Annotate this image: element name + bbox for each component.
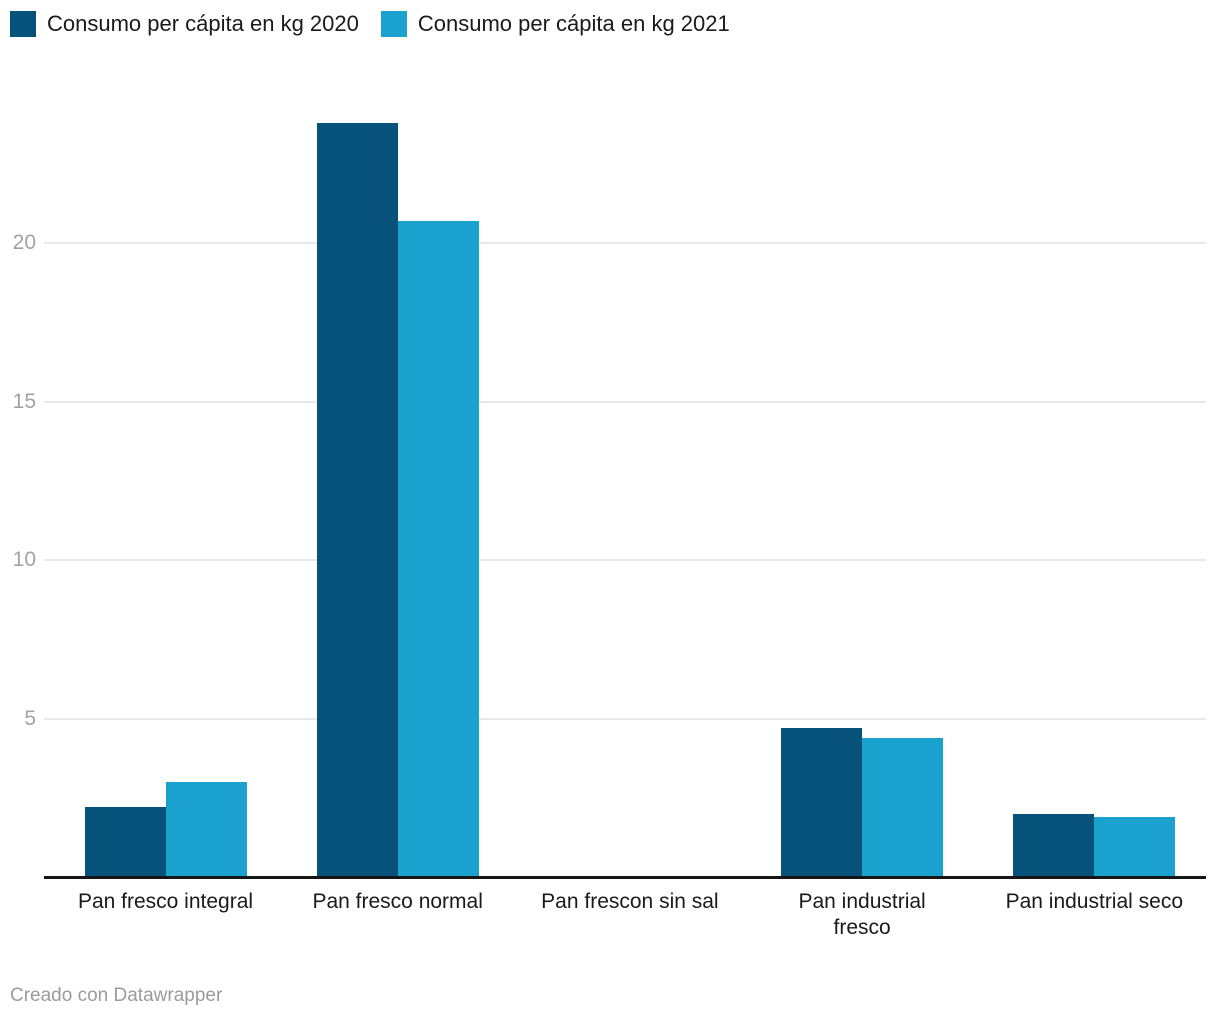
x-axis-category-label: Pan industrial seco xyxy=(1005,890,1184,913)
legend-swatch xyxy=(10,11,36,37)
bar-2021 xyxy=(397,221,479,877)
legend-label: Consumo per cápita en kg 2021 xyxy=(417,11,730,36)
y-gridline xyxy=(44,559,1206,561)
legend-swatch xyxy=(380,11,407,37)
legend-item: Consumo per cápita en kg 2021 xyxy=(380,11,730,37)
bar-2021 xyxy=(165,782,247,877)
bar-2020 xyxy=(84,807,166,877)
footer-credit: Creado con Datawrapper xyxy=(10,985,223,1006)
y-gridline xyxy=(44,717,1206,720)
bar-2021 xyxy=(862,738,944,877)
legend-item: Consumo per cápita en kg 2020 xyxy=(10,11,359,37)
legend: Consumo per cápita en kg 2020 Consumo per… xyxy=(10,11,730,37)
y-gridline xyxy=(44,242,1206,244)
x-axis-category-label: Pan industrial fresco xyxy=(798,890,926,939)
x-axis-category-label: Pan fresco normal xyxy=(312,890,483,913)
x-axis-line xyxy=(44,876,1206,879)
bar-2020 xyxy=(316,123,398,877)
y-axis-tick-label: 10 xyxy=(12,548,36,571)
bar-2020 xyxy=(1013,814,1095,877)
bar-2021 xyxy=(1094,817,1176,877)
y-axis-tick-label: 15 xyxy=(12,389,36,413)
x-axis-category-label: Pan fresco integral xyxy=(77,890,254,913)
y-axis-tick-label: 20 xyxy=(12,231,36,254)
x-axis-category-label: Pan frescon sin sal xyxy=(541,890,719,913)
bar-2020 xyxy=(781,728,863,877)
y-gridline xyxy=(44,400,1206,403)
legend-label: Consumo per cápita en kg 2020 xyxy=(47,11,359,36)
y-axis-tick-label: 5 xyxy=(24,706,36,730)
